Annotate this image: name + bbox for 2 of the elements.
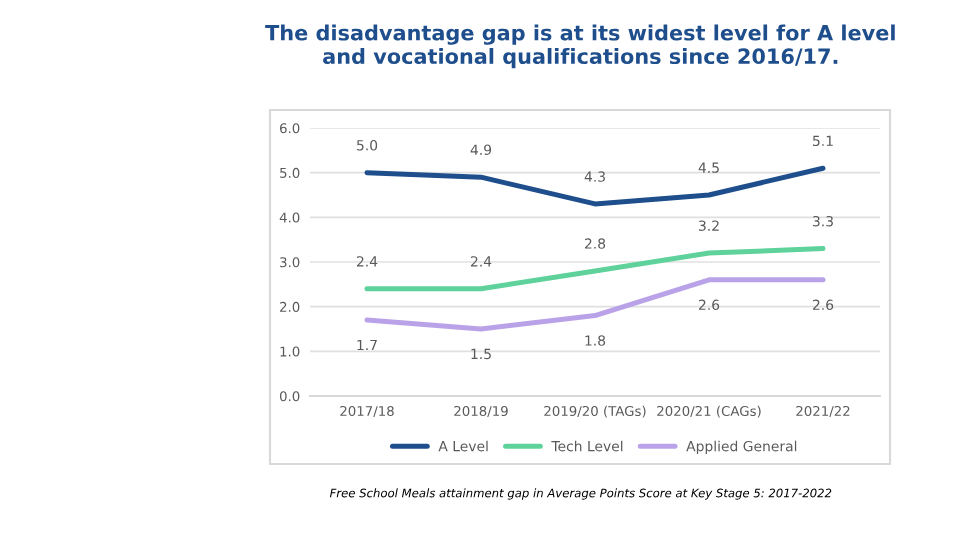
chart-title: The disadvantage gap is at its widest level for A level and vocational qualifications since 2016/17.: [265, 24, 895, 69]
line-series: [364, 165, 826, 207]
